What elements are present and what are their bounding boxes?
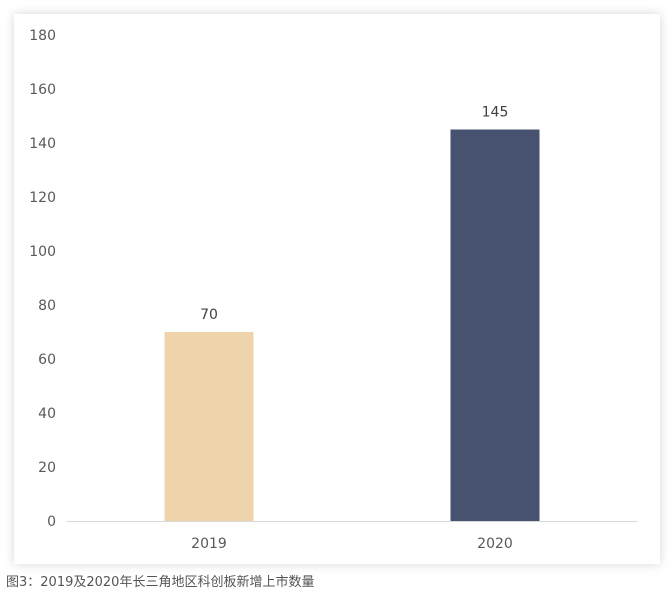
chart-card: 0 20 40 60 80 100 120 140 160 180 70 145 2019 2020: [14, 14, 660, 564]
x-axis-ticks: 2019 2020: [191, 536, 513, 552]
x-tick-label-2020: 2020: [477, 536, 513, 552]
bar-2019: [164, 332, 254, 521]
y-tick-label: 0: [47, 514, 56, 530]
y-axis-ticks: 0 20 40 60 80 100 120 140 160 180: [29, 28, 56, 530]
y-tick-label: 20: [38, 460, 56, 476]
data-label-2019: 70: [200, 307, 218, 323]
figure-caption: 图3：2019及2020年长三角地区科创板新增上市数量: [6, 575, 315, 590]
y-tick-label: 140: [29, 136, 56, 152]
data-label-2020: 145: [482, 105, 509, 121]
y-tick-label: 120: [29, 190, 56, 206]
y-tick-label: 180: [29, 28, 56, 44]
y-tick-label: 160: [29, 82, 56, 98]
y-tick-label: 40: [38, 406, 56, 422]
y-tick-label: 100: [29, 244, 56, 260]
y-tick-label: 60: [38, 352, 56, 368]
y-tick-label: 80: [38, 298, 56, 314]
bars-group: [164, 129, 540, 521]
bar-data-labels: 70 145: [200, 105, 508, 324]
bar-chart: 0 20 40 60 80 100 120 140 160 180 70 145 2019 2020: [29, 28, 638, 552]
x-tick-label-2019: 2019: [191, 536, 227, 552]
bar-2020: [450, 129, 540, 521]
